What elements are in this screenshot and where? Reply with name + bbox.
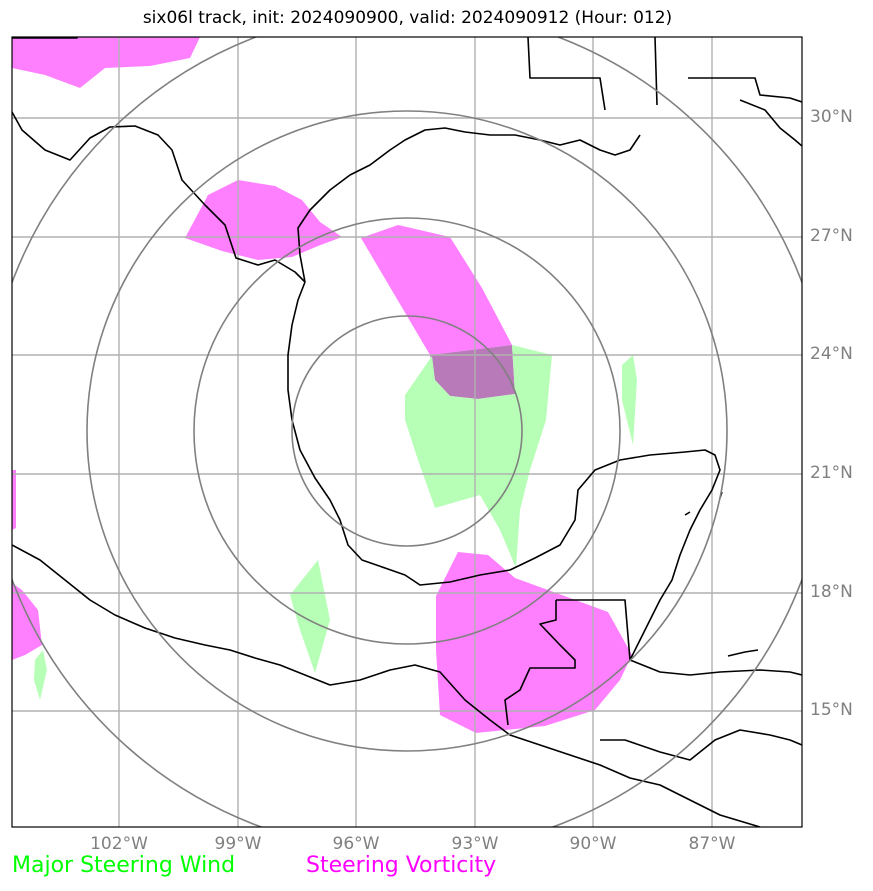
legend-steering-wind: Major Steering Wind [12,853,236,878]
lat-label-24n: 24°N [810,344,853,364]
lat-label-27n: 27°N [810,226,853,246]
central-america-coast [629,659,802,676]
lon-label-102w: 102°W [90,834,148,854]
lat-label-15n: 15°N [810,700,853,720]
lon-label-87w: 87°W [688,834,736,854]
honduras-coast [600,729,802,761]
steering-vorticity-areas [12,37,632,733]
wind-area-southwest [290,560,330,673]
lon-label-93w: 93°W [451,834,499,854]
pacific-coast [12,544,761,827]
wind-area-pacific [34,650,47,700]
vorticity-area-northwest [12,37,200,88]
florida-coast [739,99,802,147]
vorticity-area-central-gulf [361,225,512,355]
lat-label-30n: 30°N [810,107,853,127]
cuba-coast [727,649,759,657]
guatemala-border [504,599,631,726]
us-state-lines [12,37,802,111]
vorticity-area-mexico-west [12,470,16,530]
range-ring-1 [291,315,523,547]
lat-label-21n: 21°N [810,463,853,483]
lat-label-18n: 18°N [810,582,853,602]
plot-frame [11,36,803,828]
wind-area-central-gulf [405,345,552,568]
wind-area-east-strip [622,355,637,445]
range-ring-2 [193,217,621,645]
range-ring-3 [86,110,728,752]
map-title: six06l track, init: 2024090900, valid: 2… [142,8,673,28]
range-rings [12,37,802,827]
vorticity-area-overlap [430,345,515,399]
vorticity-area-southern-gulf [436,552,632,733]
lat-lon-grid [12,37,802,827]
steering-wind-areas [34,345,637,700]
lon-label-90w: 90°W [569,834,617,854]
vorticity-area-texas [185,180,342,260]
lon-label-96w: 96°W [332,834,380,854]
mexico-east-coast [287,281,721,661]
coastlines [12,37,802,827]
us-mexico-border [12,111,306,283]
vorticity-area-pacific [12,583,42,660]
legend-steering-vorticity: Steering Vorticity [306,853,497,878]
lon-label-99w: 99°W [214,834,262,854]
gulf-coast-north [297,127,641,283]
